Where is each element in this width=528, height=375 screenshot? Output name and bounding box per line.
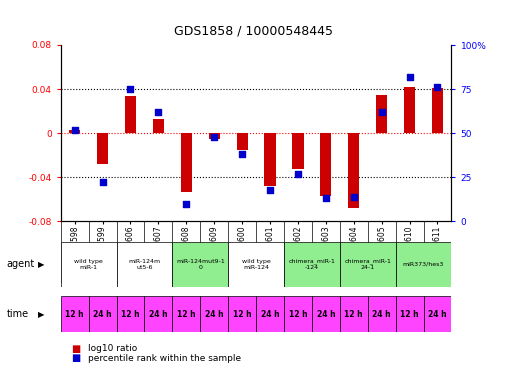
Text: chimera_miR-1
-124: chimera_miR-1 -124: [288, 259, 335, 270]
Bar: [423, 296, 451, 332]
Text: ■: ■: [71, 353, 81, 363]
Bar: [181, 133, 192, 192]
Text: ▶: ▶: [38, 310, 44, 319]
Point: [406, 74, 414, 80]
Bar: [172, 242, 228, 287]
Bar: [367, 296, 395, 332]
Point: [210, 134, 219, 140]
Bar: [69, 130, 80, 133]
Bar: [228, 242, 284, 287]
Text: percentile rank within the sample: percentile rank within the sample: [88, 354, 241, 363]
Bar: [395, 242, 451, 287]
Bar: [432, 88, 443, 133]
Text: 12 h: 12 h: [400, 310, 419, 318]
Text: 12 h: 12 h: [233, 310, 251, 318]
Point: [126, 86, 135, 92]
Bar: [117, 242, 172, 287]
Bar: [237, 133, 248, 150]
Bar: [256, 296, 284, 332]
Point: [238, 151, 247, 157]
Bar: [376, 94, 387, 133]
Bar: [125, 96, 136, 133]
Text: 24 h: 24 h: [205, 310, 223, 318]
Bar: [145, 296, 172, 332]
Text: 12 h: 12 h: [289, 310, 307, 318]
Text: ■: ■: [71, 344, 81, 354]
Point: [322, 195, 330, 201]
Bar: [228, 296, 256, 332]
Text: wild type
miR-124: wild type miR-124: [242, 259, 270, 270]
Bar: [312, 296, 340, 332]
Bar: [340, 242, 395, 287]
Bar: [265, 133, 276, 186]
Point: [70, 127, 79, 133]
Point: [98, 180, 107, 186]
Bar: [61, 242, 117, 287]
Bar: [209, 133, 220, 139]
Text: 24 h: 24 h: [317, 310, 335, 318]
Text: 12 h: 12 h: [344, 310, 363, 318]
Text: 12 h: 12 h: [121, 310, 140, 318]
Text: 24 h: 24 h: [261, 310, 279, 318]
Bar: [61, 296, 89, 332]
Bar: [200, 296, 228, 332]
Bar: [395, 296, 423, 332]
Bar: [284, 296, 312, 332]
Text: ▶: ▶: [38, 260, 44, 269]
Bar: [348, 133, 360, 208]
Point: [266, 186, 274, 192]
Bar: [404, 87, 415, 133]
Bar: [172, 296, 200, 332]
Text: miR373/hes3: miR373/hes3: [403, 262, 444, 267]
Text: 24 h: 24 h: [93, 310, 112, 318]
Bar: [320, 133, 332, 196]
Text: miR-124mut9-1
0: miR-124mut9-1 0: [176, 259, 224, 270]
Point: [433, 84, 442, 90]
Text: miR-124m
ut5-6: miR-124m ut5-6: [128, 259, 161, 270]
Point: [182, 201, 191, 207]
Bar: [340, 296, 367, 332]
Text: GDS1858 / 10000548445: GDS1858 / 10000548445: [174, 24, 333, 38]
Bar: [97, 133, 108, 164]
Point: [378, 109, 386, 115]
Point: [154, 109, 163, 115]
Text: agent: agent: [7, 260, 35, 269]
Bar: [284, 242, 340, 287]
Bar: [153, 119, 164, 133]
Text: 24 h: 24 h: [372, 310, 391, 318]
Text: time: time: [7, 309, 29, 319]
Bar: [89, 296, 117, 332]
Text: 12 h: 12 h: [177, 310, 195, 318]
Point: [294, 171, 302, 177]
Bar: [117, 296, 145, 332]
Bar: [293, 133, 304, 170]
Text: 24 h: 24 h: [428, 310, 447, 318]
Text: chimera_miR-1
24-1: chimera_miR-1 24-1: [344, 259, 391, 270]
Text: wild type
miR-1: wild type miR-1: [74, 259, 103, 270]
Point: [350, 194, 358, 200]
Text: 24 h: 24 h: [149, 310, 168, 318]
Text: 12 h: 12 h: [65, 310, 84, 318]
Text: log10 ratio: log10 ratio: [88, 344, 137, 353]
